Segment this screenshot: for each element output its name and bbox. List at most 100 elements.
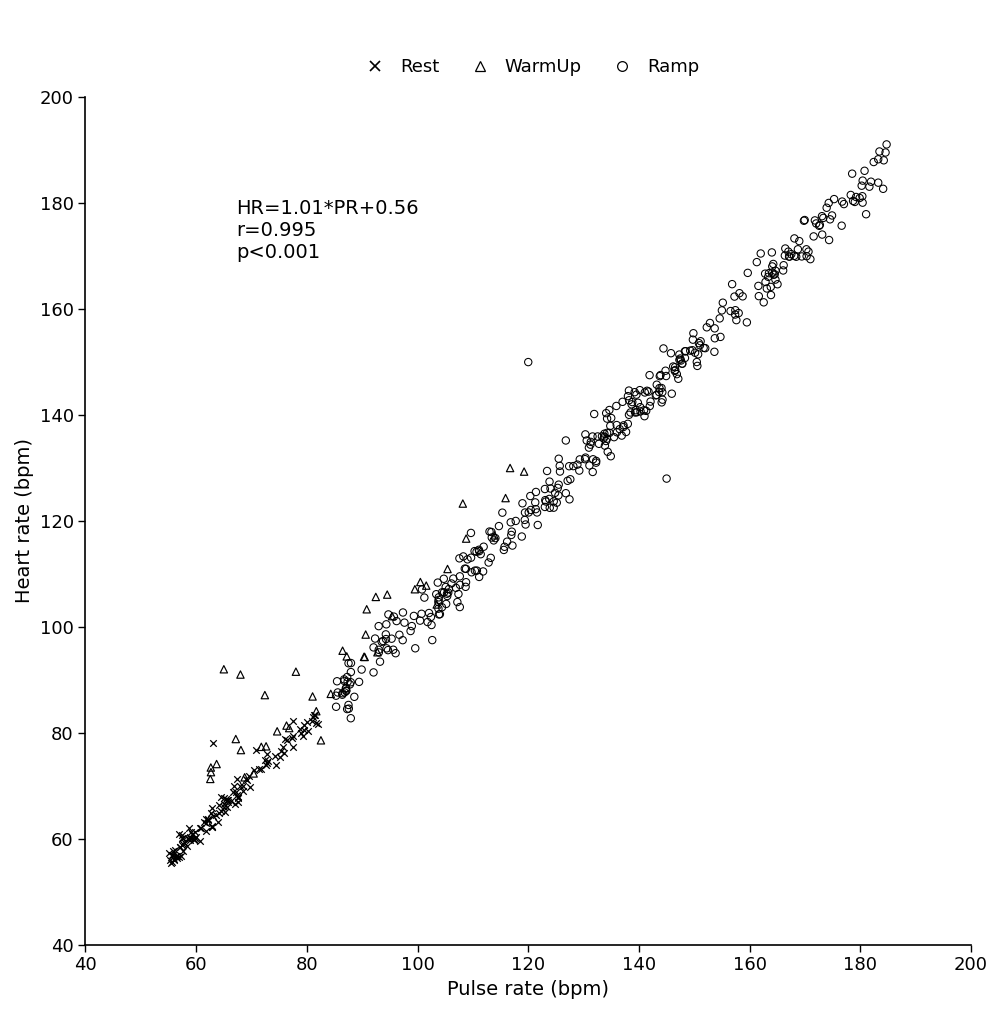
Ramp bbox=[351, 673, 367, 690]
WarmUp bbox=[379, 586, 395, 602]
Ramp bbox=[455, 549, 471, 565]
Ramp bbox=[775, 263, 791, 279]
Ramp bbox=[599, 444, 615, 460]
Ramp bbox=[337, 684, 353, 701]
Ramp bbox=[726, 306, 742, 322]
Rest bbox=[219, 792, 235, 808]
Ramp bbox=[380, 606, 396, 623]
Ramp bbox=[620, 407, 636, 423]
Rest bbox=[162, 855, 178, 871]
Ramp bbox=[522, 502, 538, 518]
Ramp bbox=[791, 233, 807, 249]
Ramp bbox=[517, 516, 533, 532]
Ramp bbox=[595, 430, 611, 446]
Rest bbox=[267, 748, 283, 765]
Ramp bbox=[607, 397, 623, 414]
Rest bbox=[277, 731, 293, 747]
Ramp bbox=[396, 614, 412, 631]
Ramp bbox=[608, 417, 624, 433]
Ramp bbox=[413, 605, 429, 622]
Rest bbox=[204, 735, 220, 751]
Ramp bbox=[681, 343, 697, 359]
Ramp bbox=[653, 384, 669, 401]
Ramp bbox=[676, 343, 692, 359]
Rest bbox=[165, 851, 181, 867]
Ramp bbox=[684, 325, 700, 342]
Rest bbox=[163, 854, 179, 870]
Rest bbox=[237, 772, 254, 788]
Ramp bbox=[475, 538, 491, 555]
Ramp bbox=[598, 431, 614, 447]
Ramp bbox=[670, 352, 686, 368]
Ramp bbox=[765, 256, 781, 272]
Rest bbox=[203, 817, 219, 834]
Ramp bbox=[445, 571, 461, 587]
Ramp bbox=[652, 367, 668, 383]
Ramp bbox=[806, 212, 822, 228]
Rest bbox=[171, 839, 187, 855]
Ramp bbox=[528, 504, 544, 520]
Ramp bbox=[822, 211, 838, 227]
Ramp bbox=[657, 368, 673, 384]
WarmUp bbox=[232, 666, 248, 682]
Rest bbox=[222, 793, 238, 809]
Ramp bbox=[835, 196, 851, 212]
Ramp bbox=[383, 631, 399, 647]
Ramp bbox=[580, 439, 596, 455]
Ramp bbox=[466, 544, 482, 560]
Rest bbox=[181, 831, 197, 848]
Ramp bbox=[686, 345, 702, 361]
Ramp bbox=[378, 627, 394, 643]
Ramp bbox=[571, 462, 587, 479]
Ramp bbox=[623, 396, 639, 413]
Rest bbox=[202, 805, 218, 821]
Rest bbox=[216, 796, 232, 812]
Ramp bbox=[631, 400, 647, 416]
Ramp bbox=[483, 524, 499, 540]
Ramp bbox=[424, 632, 440, 648]
Rest bbox=[179, 839, 195, 855]
Ramp bbox=[449, 594, 465, 610]
Ramp bbox=[584, 428, 600, 444]
Ramp bbox=[676, 350, 692, 366]
Ramp bbox=[701, 315, 717, 332]
Rest bbox=[253, 760, 269, 777]
Ramp bbox=[826, 191, 842, 207]
Rest bbox=[167, 848, 183, 864]
Rest bbox=[276, 745, 292, 762]
Ramp bbox=[871, 143, 887, 159]
Ramp bbox=[748, 254, 765, 270]
WarmUp bbox=[356, 649, 372, 665]
Ramp bbox=[626, 405, 642, 421]
Ramp bbox=[764, 244, 780, 261]
Ramp bbox=[375, 633, 391, 649]
Ramp bbox=[614, 419, 630, 435]
Ramp bbox=[527, 494, 543, 510]
Ramp bbox=[378, 631, 394, 647]
Ramp bbox=[739, 265, 756, 281]
Ramp bbox=[597, 405, 613, 421]
Rest bbox=[242, 779, 259, 795]
Ramp bbox=[596, 437, 612, 453]
Ramp bbox=[596, 429, 612, 445]
WarmUp bbox=[323, 685, 339, 702]
Ramp bbox=[481, 523, 497, 539]
Ramp bbox=[620, 382, 636, 399]
Rest bbox=[279, 732, 295, 748]
Rest bbox=[161, 852, 177, 868]
Ramp bbox=[628, 386, 644, 403]
WarmUp bbox=[288, 663, 304, 679]
Ramp bbox=[781, 248, 797, 265]
Rest bbox=[230, 789, 246, 805]
Rest bbox=[204, 800, 220, 816]
Ramp bbox=[650, 380, 666, 396]
Ramp bbox=[496, 538, 512, 555]
Ramp bbox=[430, 600, 446, 617]
Ramp bbox=[404, 618, 420, 634]
Ramp bbox=[858, 206, 874, 222]
Rest bbox=[212, 789, 228, 805]
Ramp bbox=[336, 671, 352, 687]
Rest bbox=[170, 825, 186, 842]
Ramp bbox=[632, 404, 648, 420]
Rest bbox=[226, 796, 242, 812]
